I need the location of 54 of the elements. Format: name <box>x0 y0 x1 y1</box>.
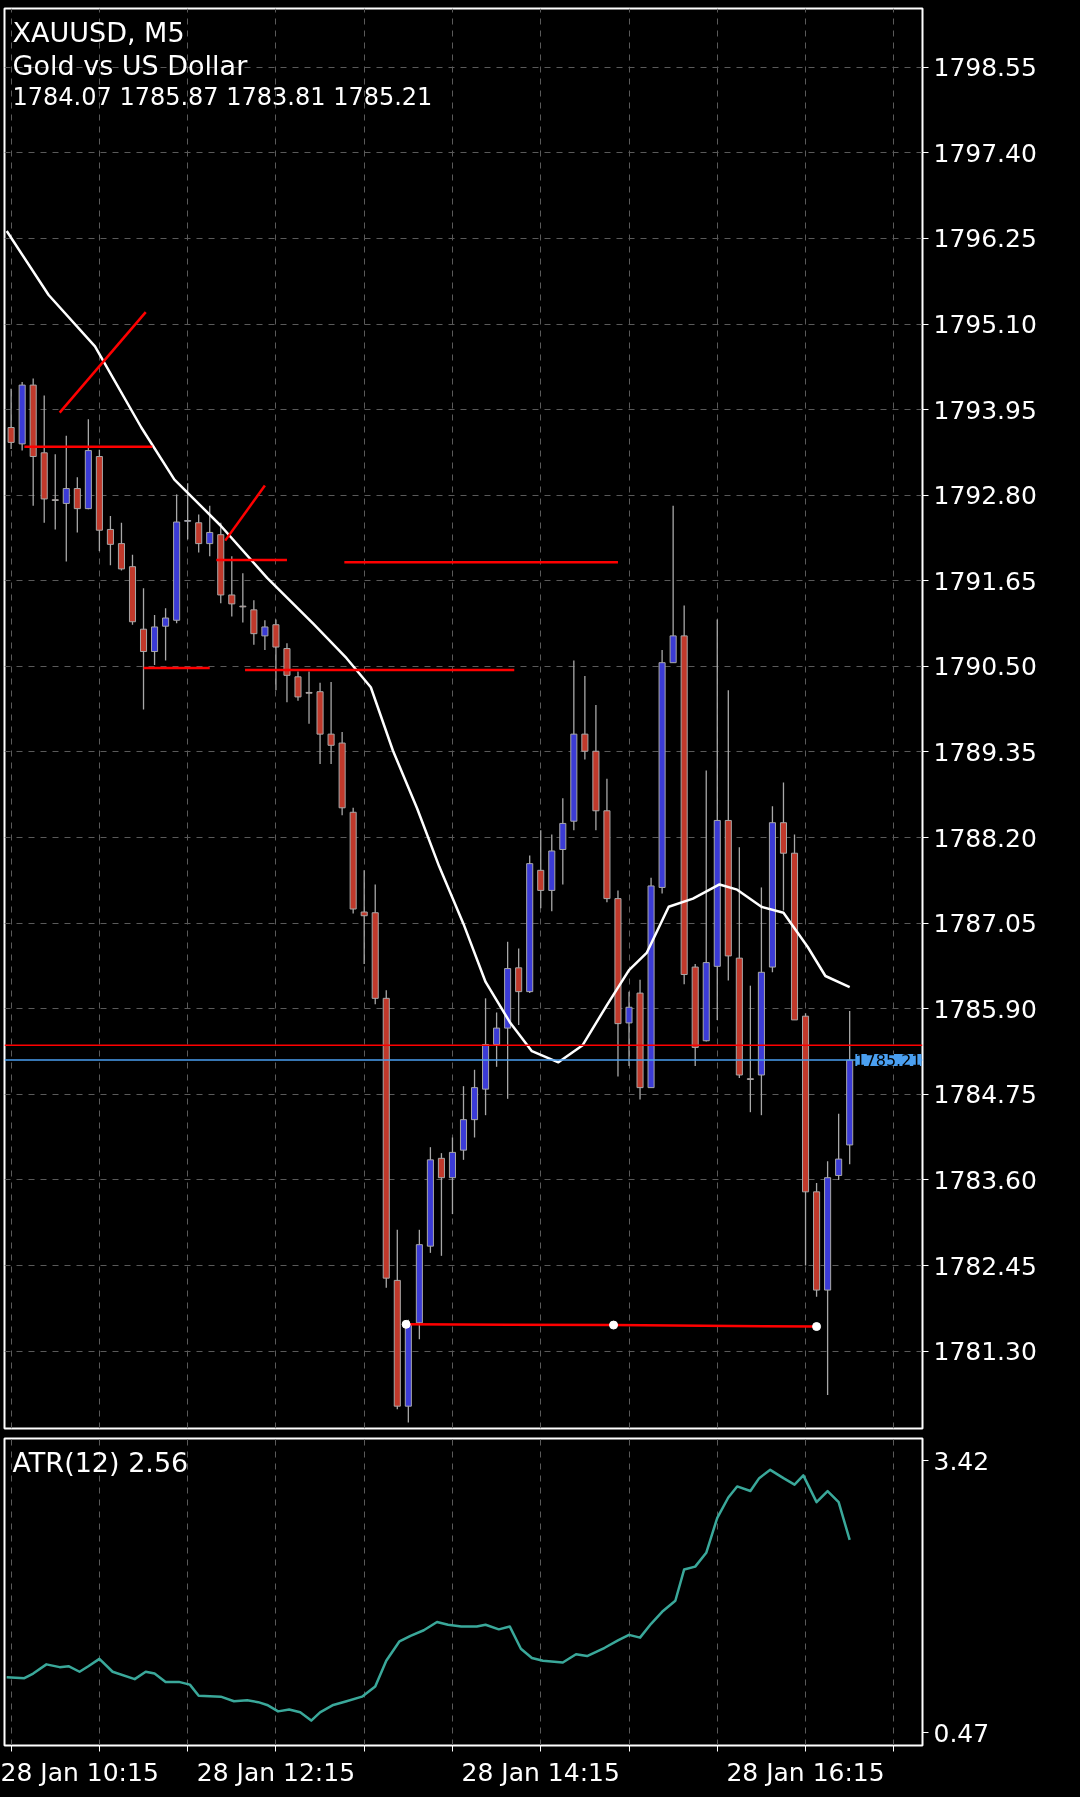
y-tick-label: 1784.75 <box>933 1080 1037 1110</box>
candlestick <box>294 670 302 702</box>
y-tick-label: 1781.30 <box>933 1337 1037 1367</box>
candlestick <box>106 515 114 566</box>
x-tick-label: 28 Jan 16:15 <box>726 1757 885 1787</box>
candlestick <box>437 1152 445 1257</box>
y-tick-label: 1782.45 <box>933 1251 1037 1281</box>
candlestick <box>515 947 523 1026</box>
x-tick-label: 28 Jan 14:15 <box>461 1757 620 1787</box>
y-tick-label: 1790.50 <box>933 652 1037 682</box>
y-tick-label: 1789.35 <box>933 737 1037 767</box>
y-tick-label: 1792.80 <box>933 481 1037 511</box>
candlestick <box>239 572 247 624</box>
candlestick <box>272 618 280 691</box>
y-tick-label: 1797.40 <box>933 138 1037 168</box>
candlestick <box>162 607 170 662</box>
candlestick <box>835 1113 843 1181</box>
text: Gold vs US Dollar <box>12 49 249 81</box>
candlestick <box>51 453 59 531</box>
y-tick-label: 1795.10 <box>933 310 1037 340</box>
y-tick-label: 1791.65 <box>933 566 1037 596</box>
candlestick <box>493 1011 501 1068</box>
candlestick <box>746 985 754 1113</box>
candlestick <box>305 670 313 725</box>
candlestick <box>228 555 236 618</box>
candlestick <box>206 505 214 557</box>
candlestick <box>360 869 368 965</box>
x-tick-label: 28 Jan 12:15 <box>196 1757 356 1787</box>
y-tick-label: 1793.95 <box>933 395 1037 425</box>
candlestick <box>250 599 258 646</box>
candlestick <box>581 675 589 761</box>
candlestick <box>73 476 81 534</box>
candlestick <box>261 619 269 651</box>
candlestick <box>625 990 633 1067</box>
y-tick-label: 0.47 <box>933 1718 990 1748</box>
y-tick-label: 1785.90 <box>933 994 1037 1024</box>
x-tick-label: 28 Jan 10:15 <box>0 1757 159 1787</box>
y-tick-label: 1783.60 <box>933 1165 1037 1195</box>
candlestick <box>195 513 203 554</box>
y-tick-label: 1787.05 <box>933 909 1037 939</box>
candlestick <box>184 482 192 540</box>
candlestick <box>327 681 335 765</box>
y-tick-label: 1788.20 <box>933 823 1037 853</box>
candlestick <box>62 435 70 563</box>
candlestick <box>139 587 148 711</box>
y-tick-label: 1796.25 <box>933 224 1037 254</box>
chart-title: ATR(12) 2.56 <box>12 1446 189 1478</box>
y-tick-label: 3.42 <box>933 1446 990 1476</box>
candlestick <box>7 388 15 450</box>
y-tick-label: 1798.55 <box>933 53 1037 83</box>
annotation: 1784.07 1785.87 1783.81 1785.21 <box>12 82 433 111</box>
chart-title: XAUUSD, M5 <box>12 16 185 48</box>
candlestick <box>537 829 545 909</box>
ref-line-label: 1785.21 <box>855 1051 922 1071</box>
